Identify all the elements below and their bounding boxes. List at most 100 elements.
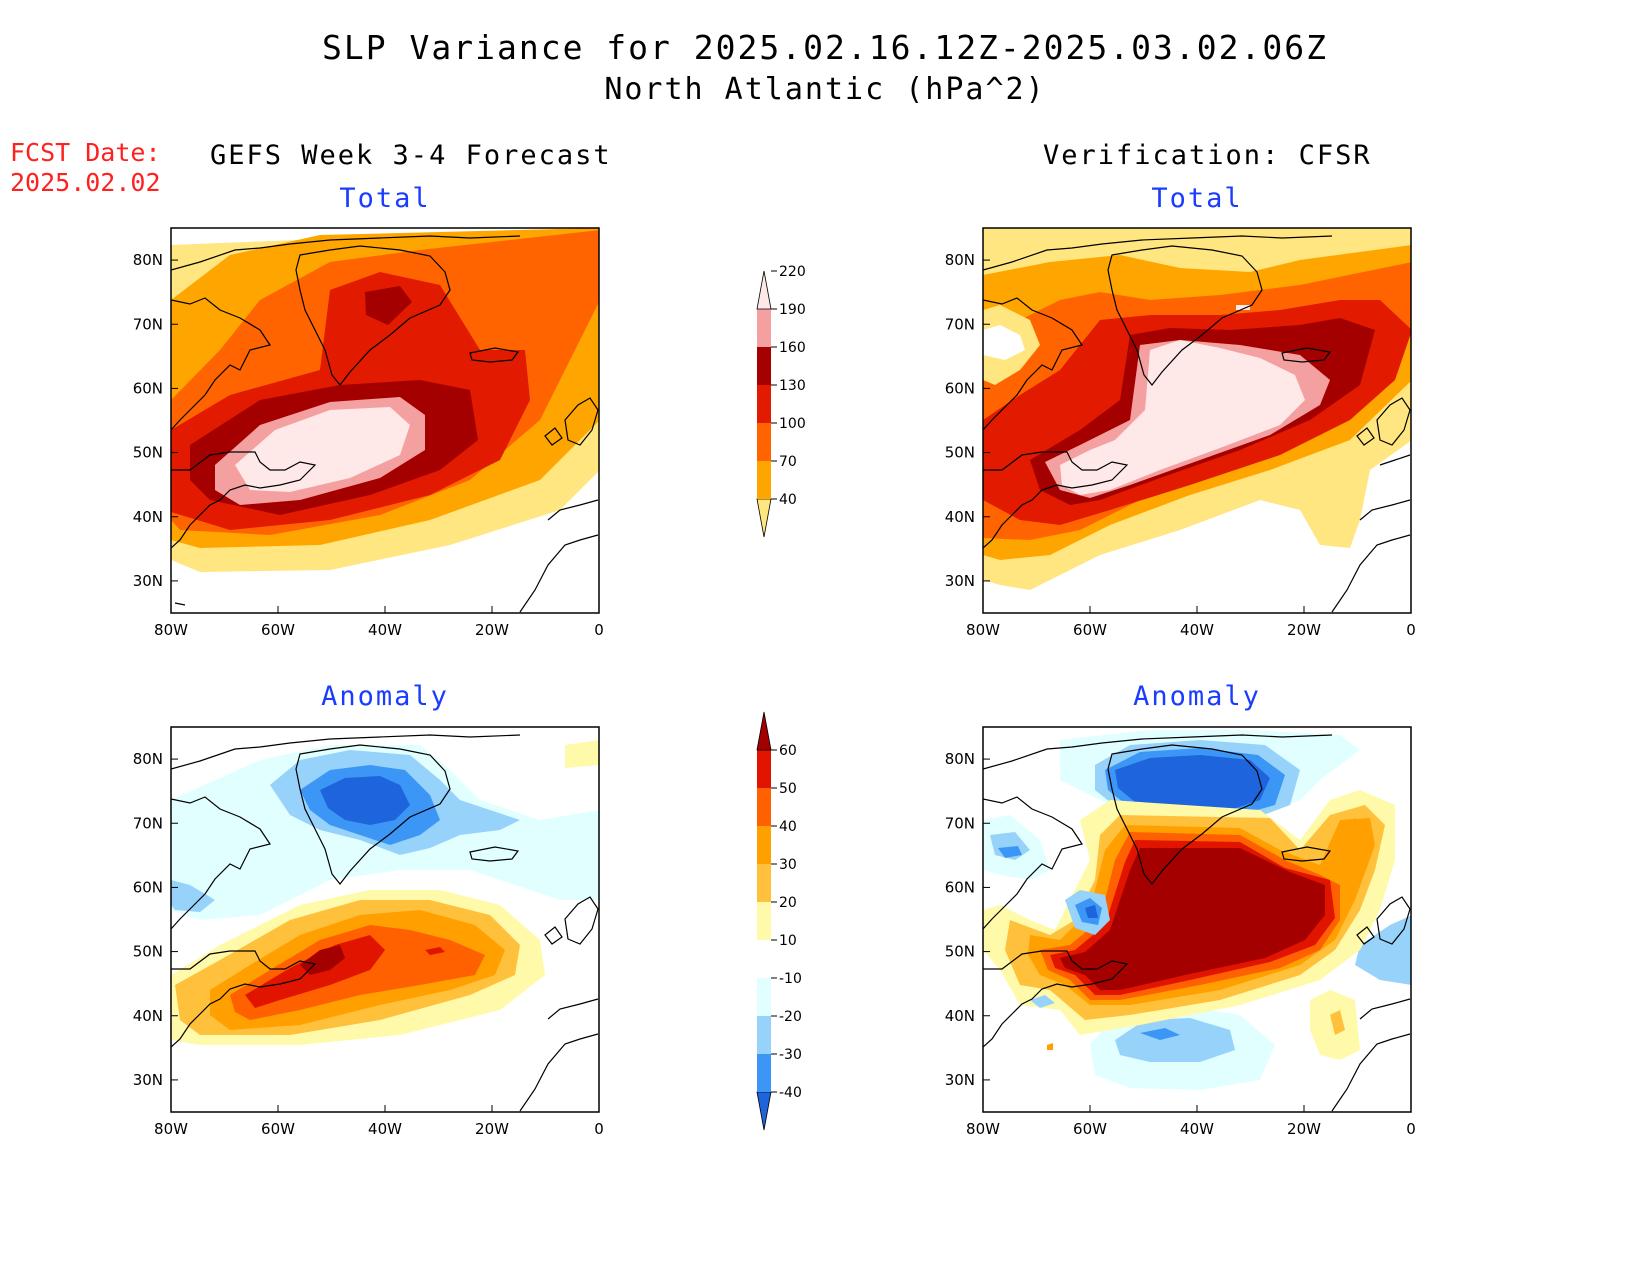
contour-minus-60w-40 [1085,905,1098,918]
colorbar-swatch [757,1054,771,1092]
colorbar-swatch [757,940,771,978]
contour-minus30-south [1140,1028,1180,1040]
x-tick-label: 20W [1287,621,1321,639]
y-tick-label: 40N [945,1007,975,1025]
colorbar-label: 60 [779,743,797,759]
y-tick-label: 80N [945,251,975,269]
colorbar-swatch [756,1091,772,1131]
colorbar-swatch [757,978,771,1016]
contour-160-north [365,286,412,325]
coastline [983,235,1411,613]
y-tick-label: 30N [133,572,163,590]
contour-minus-small-sw [1030,995,1055,1008]
x-tick-label: 80W [966,621,1000,639]
coastline [983,734,1411,1112]
contour-plus-east-small-20 [1330,1010,1345,1035]
contour-plus-east [565,740,599,768]
colorbar-label: 40 [779,819,797,835]
x-tick-label: 60W [261,1120,295,1138]
contour-minus40 [320,776,410,825]
y-tick-label: 70N [945,315,975,333]
x-tick-label: 0 [594,1120,604,1138]
y-tick-label: 50N [945,943,975,961]
colorbar-label: 100 [779,416,806,432]
coastline [171,235,599,613]
colorbar-label: -10 [779,971,802,987]
panel-title-forecast-anomaly: Anomaly [321,681,449,712]
colorbar-label: 70 [779,454,797,470]
colorbar-swatch [757,864,771,902]
y-tick-label: 30N [945,572,975,590]
main-subtitle: North Atlantic (hPa^2) [604,72,1046,107]
colorbar-swatch [757,1016,771,1054]
forecast-date-value: 2025.02.02 [10,168,161,197]
x-tick-label: 20W [1287,1120,1321,1138]
panel-title-forecast-total: Total [339,183,431,214]
contour-220 [1060,340,1305,495]
colorbar-swatch [757,788,771,826]
x-tick-label: 40W [368,1120,402,1138]
contour-minus30-west [998,846,1022,858]
forecast-date-label: FCST Date: [10,138,161,167]
y-tick-label: 70N [133,814,163,832]
colorbar-swatch [757,750,771,788]
y-tick-label: 60N [133,379,163,397]
contour-minus-east [1355,915,1411,985]
main-title: SLP Variance for 2025.02.16.12Z-2025.03.… [322,28,1328,67]
colorbar-total: 40 70 100 130 160 190 220 [756,264,806,538]
map-verification-total [983,228,1411,613]
colorbar-swatch [757,385,771,423]
colorbar-swatch [757,347,771,385]
contour-minus20-south [1115,1018,1235,1062]
x-tick-label: 40W [368,621,402,639]
y-tick-label: 50N [133,943,163,961]
y-tick-label: 70N [133,315,163,333]
y-tick-label: 60N [945,878,975,896]
x-tick-label: 80W [154,1120,188,1138]
contour-low-west [983,325,1025,360]
coastline [171,734,599,1112]
y-tick-label: 80N [133,750,163,768]
colorbar-swatch [756,498,772,538]
map-verification-anomaly [983,727,1411,1112]
colorbar-label: 10 [779,933,797,949]
contour-40-spot [425,947,445,955]
contour-minus40 [1115,755,1270,812]
y-tick-label: 80N [133,251,163,269]
panel-title-verification-total: Total [1151,183,1243,214]
colorbar-swatch [757,309,771,347]
x-tick-label: 80W [966,1120,1000,1138]
x-tick-label: 80W [154,621,188,639]
colorbar-label: -40 [779,1085,802,1101]
panel-title-verification-anomaly: Anomaly [1133,681,1261,712]
colorbar-label: 190 [779,302,806,318]
colorbar-label: 30 [779,857,797,873]
y-tick-label: 30N [945,1071,975,1089]
map-forecast-anomaly [171,727,599,1112]
y-tick-label: 60N [133,878,163,896]
colorbar-label: 20 [779,895,797,911]
y-tick-label: 70N [945,814,975,832]
y-tick-label: 40N [945,508,975,526]
contour-220-spot [1236,305,1250,310]
colorbar-label: 130 [779,378,806,394]
y-tick-label: 50N [133,444,163,462]
colorbar-label: 220 [779,264,806,280]
y-tick-label: 50N [945,444,975,462]
colorbar-label: 40 [779,492,797,508]
x-tick-label: 0 [1406,1120,1416,1138]
x-tick-label: 0 [1406,621,1416,639]
colorbar-swatch [756,270,772,310]
y-tick-label: 40N [133,1007,163,1025]
contour-plus-south-small [1047,1043,1053,1050]
contour-220 [235,407,410,492]
colorbar-swatch [757,826,771,864]
map-forecast-total [171,228,599,613]
forecast-date-block: FCST Date: 2025.02.02 [10,138,161,198]
contour-60-main [1060,848,1325,990]
colorbar-swatch [757,902,771,940]
column-title-verification: Verification: CFSR [1043,140,1372,171]
colorbar-label: -20 [779,1009,802,1025]
y-tick-label: 80N [945,750,975,768]
